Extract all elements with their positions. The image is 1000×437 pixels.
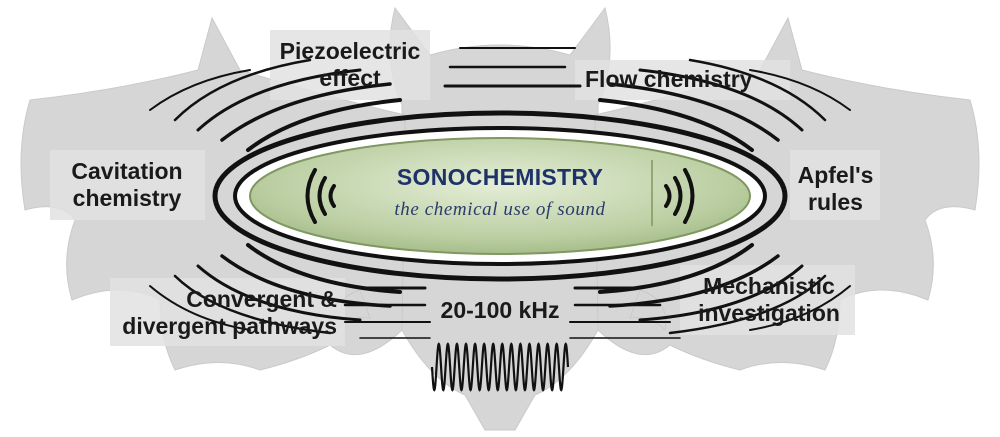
label-panels <box>50 30 880 346</box>
diagram-title: SONOCHEMISTRY <box>396 164 604 190</box>
diagram-subtitle: the chemical use of sound <box>394 199 606 220</box>
label-convergent-divergent-pathways: Convergent & divergent pathways <box>122 286 337 339</box>
label-cavitation-chemistry: Cavitation chemistry <box>71 158 183 211</box>
label-apfels-rules: Apfel's rules <box>797 162 874 215</box>
label-mechanistic-investigation: Mechanistic investigation <box>698 273 840 326</box>
sound-rings <box>149 47 851 339</box>
sine-waveform-icon <box>430 342 570 392</box>
label-frequency: 20-100 kHz <box>440 297 560 323</box>
central-ellipse-fill <box>249 137 751 255</box>
label-flow-chemistry: Flow chemistry <box>585 66 753 92</box>
sound-wave-right-icon <box>664 168 695 224</box>
sound-wave-left-icon <box>305 168 336 224</box>
label-piezoelectric-effect: Piezoelectric effect <box>279 38 421 91</box>
